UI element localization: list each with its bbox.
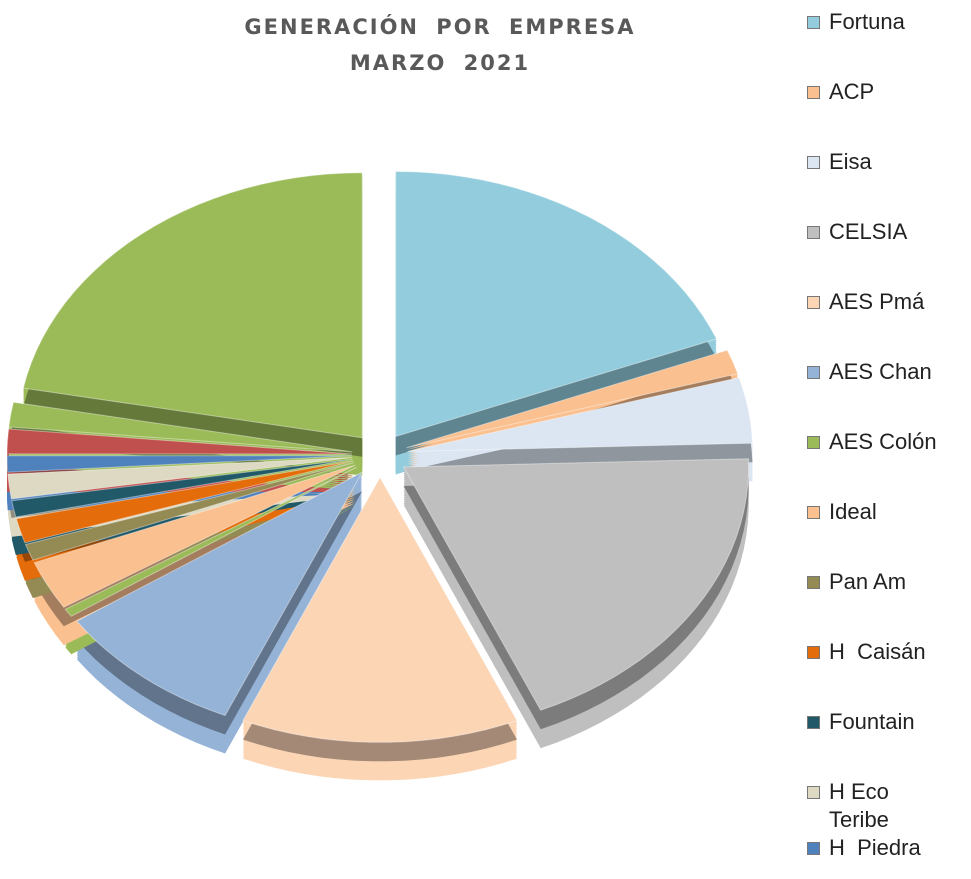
legend-swatch bbox=[807, 576, 820, 589]
legend-label: AES Chan bbox=[829, 359, 932, 384]
slice bbox=[33, 464, 356, 608]
legend-swatch bbox=[807, 16, 820, 29]
legend-swatch bbox=[807, 716, 820, 729]
slice bbox=[24, 462, 354, 561]
legend-label: H Piedra bbox=[829, 835, 921, 860]
legend-label: Eisa bbox=[829, 149, 872, 174]
legend-swatch bbox=[807, 506, 820, 519]
legend-item: AES Chan bbox=[807, 358, 967, 386]
legend-swatch bbox=[807, 366, 820, 379]
slice bbox=[407, 377, 754, 452]
legend-label: CELSIA bbox=[829, 219, 908, 244]
slice bbox=[11, 458, 353, 518]
legend-swatch bbox=[807, 436, 820, 449]
legend-swatch bbox=[807, 156, 820, 169]
legend-item: AES Colón bbox=[807, 428, 967, 456]
slice bbox=[64, 466, 357, 617]
legend-swatch bbox=[807, 86, 820, 99]
slice bbox=[8, 401, 353, 453]
slice bbox=[406, 349, 739, 449]
chart-title: GENERACIÓN POR EMPRESA bbox=[244, 14, 635, 39]
legend-item: AES Pmá bbox=[807, 288, 967, 316]
slice bbox=[6, 455, 353, 473]
slice bbox=[242, 476, 518, 743]
slice bbox=[22, 172, 363, 439]
pie-top bbox=[6, 170, 754, 743]
legend-item: Fountain bbox=[807, 708, 967, 736]
legend-label: AES Pmá bbox=[829, 289, 925, 314]
legend-item: CELSIA bbox=[807, 218, 967, 246]
legend-label: ACP bbox=[829, 79, 875, 104]
legend-item: Pan Am bbox=[807, 568, 967, 596]
legend-swatch bbox=[807, 786, 820, 799]
slice bbox=[6, 428, 353, 455]
legend-label: Pan Am bbox=[829, 569, 907, 594]
legend-label: Fountain bbox=[829, 709, 915, 734]
legend-item: Ideal bbox=[807, 498, 967, 526]
legend-item: ACP bbox=[807, 78, 967, 106]
legend-item: Fortuna bbox=[807, 8, 967, 36]
slice bbox=[75, 471, 364, 717]
legend-item: H Caisán bbox=[807, 638, 967, 666]
legend-item: H Eco Teribe bbox=[807, 778, 967, 834]
legend-label: AES Colón bbox=[829, 429, 937, 454]
legend-label: Ideal bbox=[829, 499, 877, 524]
legend-label: Fortuna bbox=[829, 9, 905, 34]
slice bbox=[15, 460, 354, 544]
legend-item: H Piedra bbox=[807, 834, 967, 862]
slice bbox=[395, 170, 718, 438]
legend-label: H Eco Teribe bbox=[829, 779, 895, 832]
slice bbox=[7, 456, 353, 500]
legend-item: Eisa bbox=[807, 148, 967, 176]
chart-subtitle: MARZO 2021 bbox=[350, 51, 530, 75]
slice bbox=[402, 458, 750, 711]
legend-label: H Caisán bbox=[829, 639, 926, 664]
legend-swatch bbox=[807, 296, 820, 309]
legend-swatch bbox=[807, 226, 820, 239]
legend-swatch bbox=[807, 646, 820, 659]
legend-swatch bbox=[807, 842, 820, 855]
